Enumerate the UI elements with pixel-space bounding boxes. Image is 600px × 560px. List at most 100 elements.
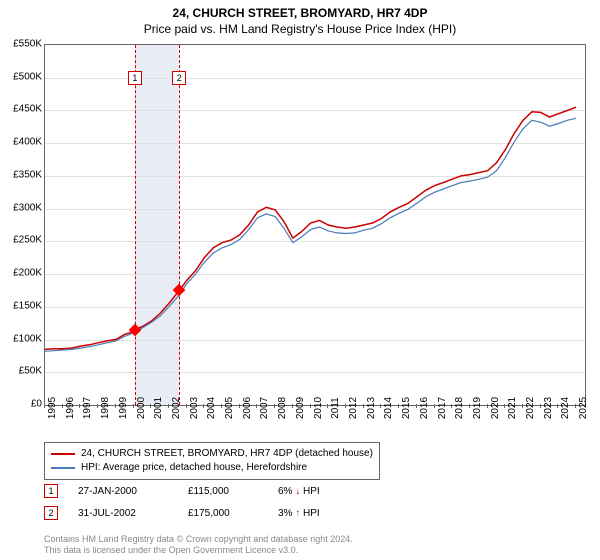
sale-pct-wrap: 3% ↑ HPI bbox=[278, 508, 320, 519]
legend-label: 24, CHURCH STREET, BROMYARD, HR7 4DP (de… bbox=[81, 447, 373, 461]
y-axis-label: £550K bbox=[2, 39, 42, 50]
sale-pct: 3% bbox=[278, 508, 292, 519]
sale-vs: HPI bbox=[303, 486, 320, 497]
footer-line: Contains HM Land Registry data © Crown c… bbox=[44, 534, 353, 545]
y-axis-label: £450K bbox=[2, 104, 42, 115]
sale-price: £115,000 bbox=[188, 486, 258, 497]
sale-marker-label: 1 bbox=[128, 71, 142, 85]
x-tick bbox=[380, 404, 381, 408]
legend-item: HPI: Average price, detached house, Here… bbox=[51, 461, 373, 475]
arrow-down-icon: ↓ bbox=[295, 486, 300, 497]
x-axis-label: 2014 bbox=[383, 397, 394, 419]
x-axis-label: 2005 bbox=[224, 397, 235, 419]
x-axis-label: 2009 bbox=[295, 397, 306, 419]
x-tick bbox=[345, 404, 346, 408]
x-axis-label: 2016 bbox=[419, 397, 430, 419]
x-axis-label: 2008 bbox=[277, 397, 288, 419]
x-axis-label: 2021 bbox=[507, 397, 518, 419]
x-tick bbox=[522, 404, 523, 408]
x-tick bbox=[203, 404, 204, 408]
legend-label: HPI: Average price, detached house, Here… bbox=[81, 461, 307, 475]
x-tick bbox=[487, 404, 488, 408]
x-axis-label: 2020 bbox=[490, 397, 501, 419]
y-axis-label: £200K bbox=[2, 268, 42, 279]
chart-footer: Contains HM Land Registry data © Crown c… bbox=[44, 534, 353, 556]
x-tick bbox=[168, 404, 169, 408]
sale-row: 1 27-JAN-2000 £115,000 6% ↓ HPI bbox=[44, 484, 320, 498]
x-axis-label: 2004 bbox=[206, 397, 217, 419]
x-axis-label: 2023 bbox=[543, 397, 554, 419]
x-tick bbox=[434, 404, 435, 408]
legend-swatch bbox=[51, 453, 75, 455]
x-axis-label: 2019 bbox=[472, 397, 483, 419]
x-axis-label: 1995 bbox=[47, 397, 58, 419]
x-tick bbox=[327, 404, 328, 408]
x-tick bbox=[79, 404, 80, 408]
arrow-up-icon: ↑ bbox=[295, 508, 300, 519]
sale-pct-wrap: 6% ↓ HPI bbox=[278, 486, 320, 497]
sale-date: 27-JAN-2000 bbox=[78, 486, 168, 497]
x-axis-label: 2001 bbox=[153, 397, 164, 419]
sale-date: 31-JUL-2002 bbox=[78, 508, 168, 519]
series-line bbox=[45, 118, 576, 351]
sale-row: 2 31-JUL-2002 £175,000 3% ↑ HPI bbox=[44, 506, 320, 520]
x-axis-label: 2006 bbox=[242, 397, 253, 419]
x-axis-label: 2010 bbox=[313, 397, 324, 419]
x-axis-label: 2012 bbox=[348, 397, 359, 419]
x-tick bbox=[97, 404, 98, 408]
y-axis-label: £400K bbox=[2, 137, 42, 148]
sale-marker-box: 1 bbox=[44, 484, 58, 498]
x-axis-label: 2013 bbox=[366, 397, 377, 419]
chart-subtitle: Price paid vs. HM Land Registry's House … bbox=[0, 20, 600, 40]
x-tick bbox=[469, 404, 470, 408]
x-axis-label: 2000 bbox=[136, 397, 147, 419]
x-tick bbox=[62, 404, 63, 408]
x-tick bbox=[504, 404, 505, 408]
y-axis-label: £500K bbox=[2, 71, 42, 82]
marker-vline bbox=[135, 45, 136, 405]
series-line bbox=[45, 107, 576, 349]
x-tick bbox=[115, 404, 116, 408]
y-axis-label: £250K bbox=[2, 235, 42, 246]
x-tick bbox=[363, 404, 364, 408]
legend-swatch bbox=[51, 467, 75, 469]
x-tick bbox=[186, 404, 187, 408]
chart-title: 24, CHURCH STREET, BROMYARD, HR7 4DP bbox=[0, 0, 600, 20]
marker-vline bbox=[179, 45, 180, 405]
x-axis-label: 2024 bbox=[560, 397, 571, 419]
x-axis-label: 1999 bbox=[118, 397, 129, 419]
x-axis-label: 2015 bbox=[401, 397, 412, 419]
footer-line: This data is licensed under the Open Gov… bbox=[44, 545, 353, 556]
x-axis-label: 1998 bbox=[100, 397, 111, 419]
x-axis-label: 2003 bbox=[189, 397, 200, 419]
sale-vs: HPI bbox=[303, 508, 320, 519]
x-tick bbox=[540, 404, 541, 408]
x-axis-label: 1997 bbox=[82, 397, 93, 419]
sale-marker-label: 2 bbox=[172, 71, 186, 85]
chart-lines-svg bbox=[45, 45, 585, 405]
x-axis-label: 2017 bbox=[437, 397, 448, 419]
x-axis-label: 2002 bbox=[171, 397, 182, 419]
x-axis-label: 2018 bbox=[454, 397, 465, 419]
y-axis-label: £100K bbox=[2, 333, 42, 344]
x-tick bbox=[256, 404, 257, 408]
x-tick bbox=[150, 404, 151, 408]
x-tick bbox=[557, 404, 558, 408]
x-tick bbox=[451, 404, 452, 408]
x-axis-label: 2025 bbox=[578, 397, 589, 419]
x-axis-label: 2011 bbox=[330, 397, 341, 419]
sale-pct: 6% bbox=[278, 486, 292, 497]
x-tick bbox=[221, 404, 222, 408]
y-axis-label: £0 bbox=[2, 399, 42, 410]
x-tick bbox=[398, 404, 399, 408]
x-tick bbox=[575, 404, 576, 408]
x-tick bbox=[292, 404, 293, 408]
x-tick bbox=[239, 404, 240, 408]
y-axis-label: £300K bbox=[2, 202, 42, 213]
x-tick bbox=[416, 404, 417, 408]
x-axis-label: 1996 bbox=[65, 397, 76, 419]
y-axis-label: £150K bbox=[2, 300, 42, 311]
y-axis-label: £50K bbox=[2, 366, 42, 377]
x-tick bbox=[133, 404, 134, 408]
y-axis-label: £350K bbox=[2, 169, 42, 180]
